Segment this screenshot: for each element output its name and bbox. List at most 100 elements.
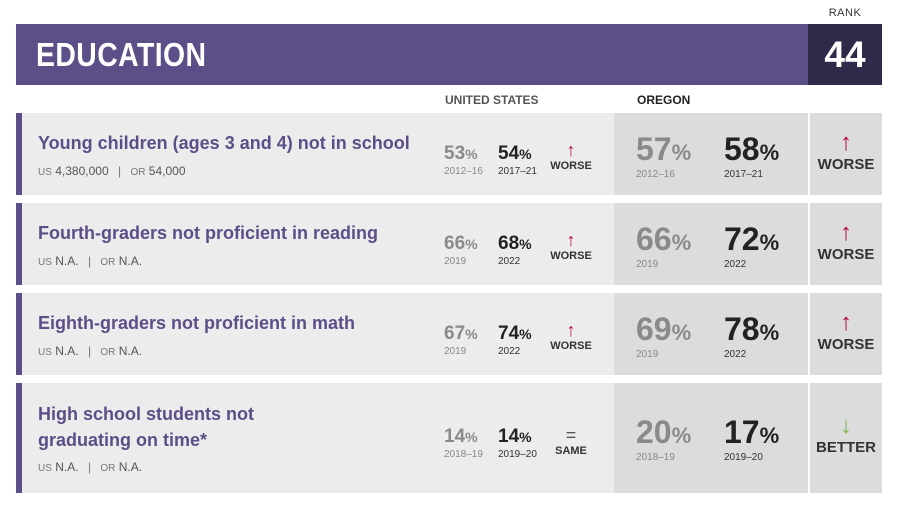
indicator-title: Young children (ages 3 and 4) not in sch… xyxy=(38,133,410,153)
oregon-previous-year: 2012–16 xyxy=(636,169,675,180)
us-current-value: 14% 2019–20 xyxy=(498,426,537,460)
arrow-up-icon: ↑ xyxy=(840,219,852,246)
or-count-value: N.A. xyxy=(118,254,143,268)
oregon-previous-value: 20% 2018–19 xyxy=(636,414,692,463)
or-count-value: N.A. xyxy=(118,344,143,358)
oregon-current-year: 2017–21 xyxy=(724,169,763,180)
indicator-row: Eighth-graders not proficient in math US… xyxy=(16,293,882,375)
or-count-value: 54,000 xyxy=(148,164,186,178)
us-trend-label: WORSE xyxy=(550,340,592,352)
row-background xyxy=(22,203,614,285)
us-trend: ↑ WORSE xyxy=(546,320,596,352)
oregon-current-year: 2022 xyxy=(724,349,747,360)
us-trend-label: WORSE xyxy=(550,160,592,172)
us-count-value: 4,380,000 xyxy=(55,164,109,178)
indicator-counts: US N.A. | OR N.A. xyxy=(38,344,142,358)
arrow-up-icon: ↑ xyxy=(840,129,852,156)
or-count-key: OR xyxy=(130,167,146,178)
us-trend: ↑ WORSE xyxy=(546,140,596,172)
count-separator: | xyxy=(117,164,122,178)
oregon-current-value: 17% 2019–20 xyxy=(724,414,780,463)
indicator-row: Young children (ages 3 and 4) not in sch… xyxy=(16,113,882,195)
arrow-down-icon: ↓ xyxy=(840,412,852,439)
us-count-key: US xyxy=(38,167,52,178)
oregon-previous-year: 2018–19 xyxy=(636,452,675,463)
oregon-current-value: 72% 2022 xyxy=(724,221,780,270)
or-count-key: OR xyxy=(100,463,116,474)
us-current-value: 74% 2022 xyxy=(498,323,532,357)
section-title: EDUCATION xyxy=(36,36,207,73)
oregon-trend: ↑ WORSE xyxy=(810,129,882,174)
us-previous-value: 67% 2019 xyxy=(444,323,478,357)
row-background xyxy=(22,113,614,195)
oregon-current-value: 78% 2022 xyxy=(724,311,780,360)
oregon-trend: ↓ BETTER xyxy=(810,412,882,457)
us-count-value: N.A. xyxy=(55,460,79,474)
indicator-row: High school students not graduating on t… xyxy=(16,383,882,493)
oregon-current-year: 2019–20 xyxy=(724,452,763,463)
us-current-year: 2017–21 xyxy=(498,166,537,177)
row-accent-bar xyxy=(16,203,22,285)
oregon-trend-label: WORSE xyxy=(817,246,875,263)
oregon-trend: ↑ WORSE xyxy=(810,310,882,354)
us-previous-value: 66% 2019 xyxy=(444,233,478,267)
us-current-value: 68% 2022 xyxy=(498,233,532,267)
oregon-column-background xyxy=(614,113,808,195)
row-accent-bar xyxy=(16,113,22,195)
oregon-trend-label: WORSE xyxy=(817,156,875,173)
oregon-trend-label: WORSE xyxy=(817,336,875,353)
us-trend-label: SAME xyxy=(555,445,587,457)
rank-label: RANK xyxy=(828,7,862,19)
arrow-up-icon: ↑ xyxy=(566,230,576,250)
count-separator: | xyxy=(87,460,92,474)
oregon-previous-value: 57% 2012–16 xyxy=(636,131,692,180)
us-previous-value: 14% 2018–19 xyxy=(444,426,483,460)
us-count-key: US xyxy=(38,257,52,268)
oregon-trend-background xyxy=(810,203,882,285)
oregon-trend-background xyxy=(810,383,882,493)
us-count-key: US xyxy=(38,347,52,358)
indicator-counts: US 4,380,000 | OR 54,000 xyxy=(38,164,186,178)
row-background xyxy=(22,383,614,493)
row-background xyxy=(22,293,614,375)
column-header-us: UNITED STATES xyxy=(445,93,539,107)
us-previous-year: 2012–16 xyxy=(444,166,483,177)
or-count-key: OR xyxy=(100,257,116,268)
equals-icon: = xyxy=(565,425,577,445)
indicator-title: High school students not graduating on t… xyxy=(38,404,254,450)
us-previous-year: 2019 xyxy=(444,256,467,267)
or-count-key: OR xyxy=(100,347,116,358)
oregon-current-value: 58% 2017–21 xyxy=(724,131,780,180)
us-previous-year: 2018–19 xyxy=(444,449,483,460)
indicator-title: Eighth-graders not proficient in math xyxy=(38,313,356,333)
us-previous-value: 53% 2012–16 xyxy=(444,143,483,177)
us-count-value: N.A. xyxy=(55,254,79,268)
us-trend: = SAME xyxy=(546,425,596,457)
section-header: EDUCATION xyxy=(16,24,808,85)
oregon-trend-background xyxy=(810,293,882,375)
us-trend-label: WORSE xyxy=(550,250,592,262)
indicator-counts: US N.A. | OR N.A. xyxy=(38,254,142,268)
oregon-previous-year: 2019 xyxy=(636,349,659,360)
oregon-column-background xyxy=(614,383,808,493)
us-current-year: 2022 xyxy=(498,346,521,357)
row-accent-bar xyxy=(16,293,22,375)
oregon-column-background xyxy=(614,293,808,375)
column-header-oregon: OREGON xyxy=(637,93,691,107)
us-current-year: 2019–20 xyxy=(498,449,537,460)
count-separator: | xyxy=(87,344,92,358)
rank-value: 44 xyxy=(808,24,882,85)
us-current-year: 2022 xyxy=(498,256,521,267)
oregon-previous-value: 66% 2019 xyxy=(636,221,692,270)
or-count-value: N.A. xyxy=(118,460,143,474)
us-previous-year: 2019 xyxy=(444,346,467,357)
us-count-key: US xyxy=(38,463,52,474)
oregon-previous-year: 2019 xyxy=(636,259,659,270)
arrow-up-icon: ↑ xyxy=(566,320,576,340)
indicator-counts: US N.A. | OR N.A. xyxy=(38,460,142,474)
oregon-trend: ↑ WORSE xyxy=(810,219,882,264)
row-accent-bar xyxy=(16,383,22,493)
us-current-value: 54% 2017–21 xyxy=(498,143,537,177)
indicator-row: Fourth-graders not proficient in reading… xyxy=(16,203,882,285)
oregon-column-background xyxy=(614,203,808,285)
